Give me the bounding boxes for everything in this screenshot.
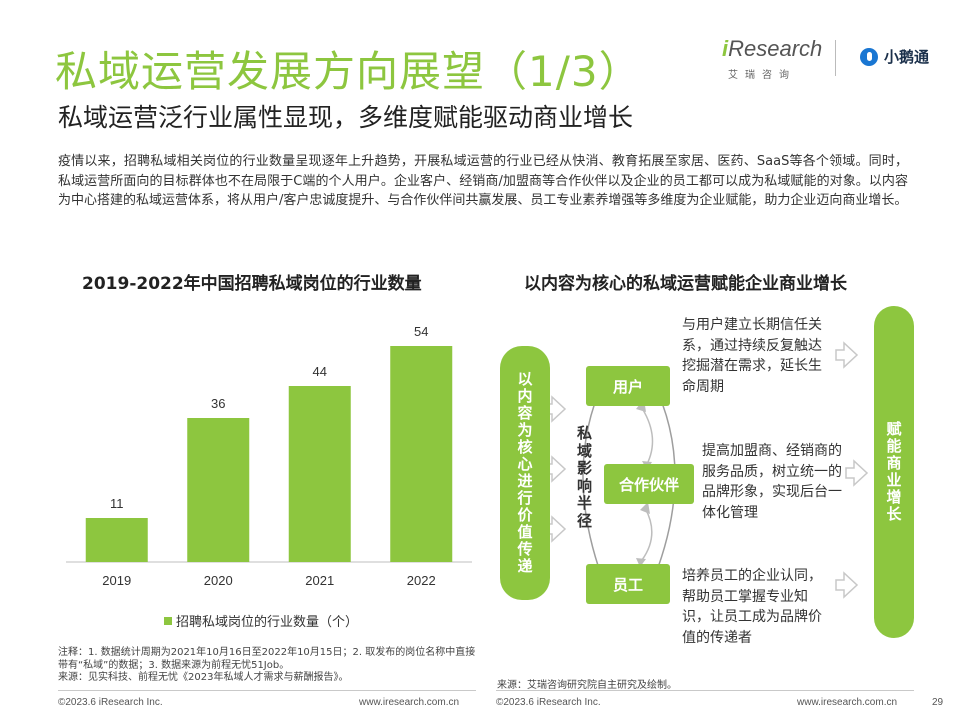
output-arrows xyxy=(835,341,869,599)
xiaoetong-logo-text: 小鹅通 xyxy=(884,48,930,66)
footer-rule-left xyxy=(58,690,476,691)
curve-arrow-user-partner xyxy=(639,404,654,463)
staff-desc: 培养员工的企业认同，帮助员工掌握专业知识，让员工成为品牌价值的传递者 xyxy=(682,568,822,646)
page-subtitle: 私域运营泛行业属性显现，多维度赋能驱动商业增长 xyxy=(58,103,634,132)
diagram-title: 以内容为核心的私域运营赋能企业商业增长 xyxy=(524,274,847,294)
footer-copyright-right: ©2023.6 iResearch Inc. xyxy=(496,697,601,708)
node-user: 用户 xyxy=(586,366,670,406)
page-number: 29 xyxy=(932,697,944,708)
bar-2021 xyxy=(288,386,351,562)
legend-swatch xyxy=(164,616,172,625)
x-tick-2019: 2019 xyxy=(102,573,131,588)
logo-area: iResearch 艾瑞咨询 小鹅通 xyxy=(722,36,942,84)
content-core-pill: 以内容为核心进行价值传递 xyxy=(500,346,550,600)
footer-copyright-left: ©2023.6 iResearch Inc. xyxy=(58,697,163,708)
footer-url-left: www.iresearch.com.cn xyxy=(359,697,460,708)
bar-2022 xyxy=(390,346,453,562)
chart-legend: 招聘私域岗位的行业数量（个） xyxy=(164,611,358,630)
data-label-2020: 36 xyxy=(211,396,225,411)
x-tick-2020: 2020 xyxy=(204,573,233,588)
data-label-2019: 11 xyxy=(110,496,124,511)
legend-label: 招聘私域岗位的行业数量（个） xyxy=(176,615,359,630)
user-desc: 与用户建立长期信任关系，通过持续反复触达挖掘潜在需求，延长生命周期 xyxy=(682,317,822,395)
intro-paragraph: 疫情以来，招聘私域相关岗位的行业数量呈现逐年上升趋势，开展私域运营的行业已经从快… xyxy=(58,154,908,208)
radius-label: 私域影响半径 xyxy=(576,424,592,530)
data-label-2021: 44 xyxy=(313,364,327,379)
footer-url-right: www.iresearch.com.cn xyxy=(797,697,898,708)
x-tick-2022: 2022 xyxy=(407,573,436,588)
partner-desc: 提高加盟商、经销商的服务品质，树立统一的品牌形象，实现后台一体化管理 xyxy=(702,443,842,521)
xiaoetong-logo: 小鹅通 xyxy=(860,46,929,67)
node-staff: 员工 xyxy=(586,564,670,604)
curve-arrow-partner-staff xyxy=(641,507,653,561)
diagram-source: 来源：艾瑞咨询研究院自主研究及绘制。 xyxy=(497,680,677,691)
bar-chart: 11 2019 36 2020 44 2021 54 2022 xyxy=(66,324,472,588)
data-label-2022: 54 xyxy=(414,324,428,339)
bar-2019 xyxy=(85,518,148,562)
iresearch-logo-cn: 艾瑞咨询 xyxy=(728,70,796,81)
iresearch-logo: iResearch xyxy=(722,36,823,61)
xiaoetong-logo-icon xyxy=(860,47,878,66)
chart-title: 2019-2022年中国招聘私域岗位的行业数量 xyxy=(82,274,422,294)
page-title: 私域运营发展方向展望（1/3） xyxy=(55,47,642,96)
chart-note: 注释：1. 数据统计周期为2021年10月16日至2022年10月15日；2. … xyxy=(58,647,476,683)
x-tick-2021: 2021 xyxy=(305,573,334,588)
business-growth-pill: 赋能商业增长 xyxy=(874,306,914,638)
node-partner: 合作伙伴 xyxy=(604,464,694,504)
logo-divider xyxy=(835,40,836,76)
footer-rule-right xyxy=(496,690,914,691)
bar-2020 xyxy=(187,418,250,562)
